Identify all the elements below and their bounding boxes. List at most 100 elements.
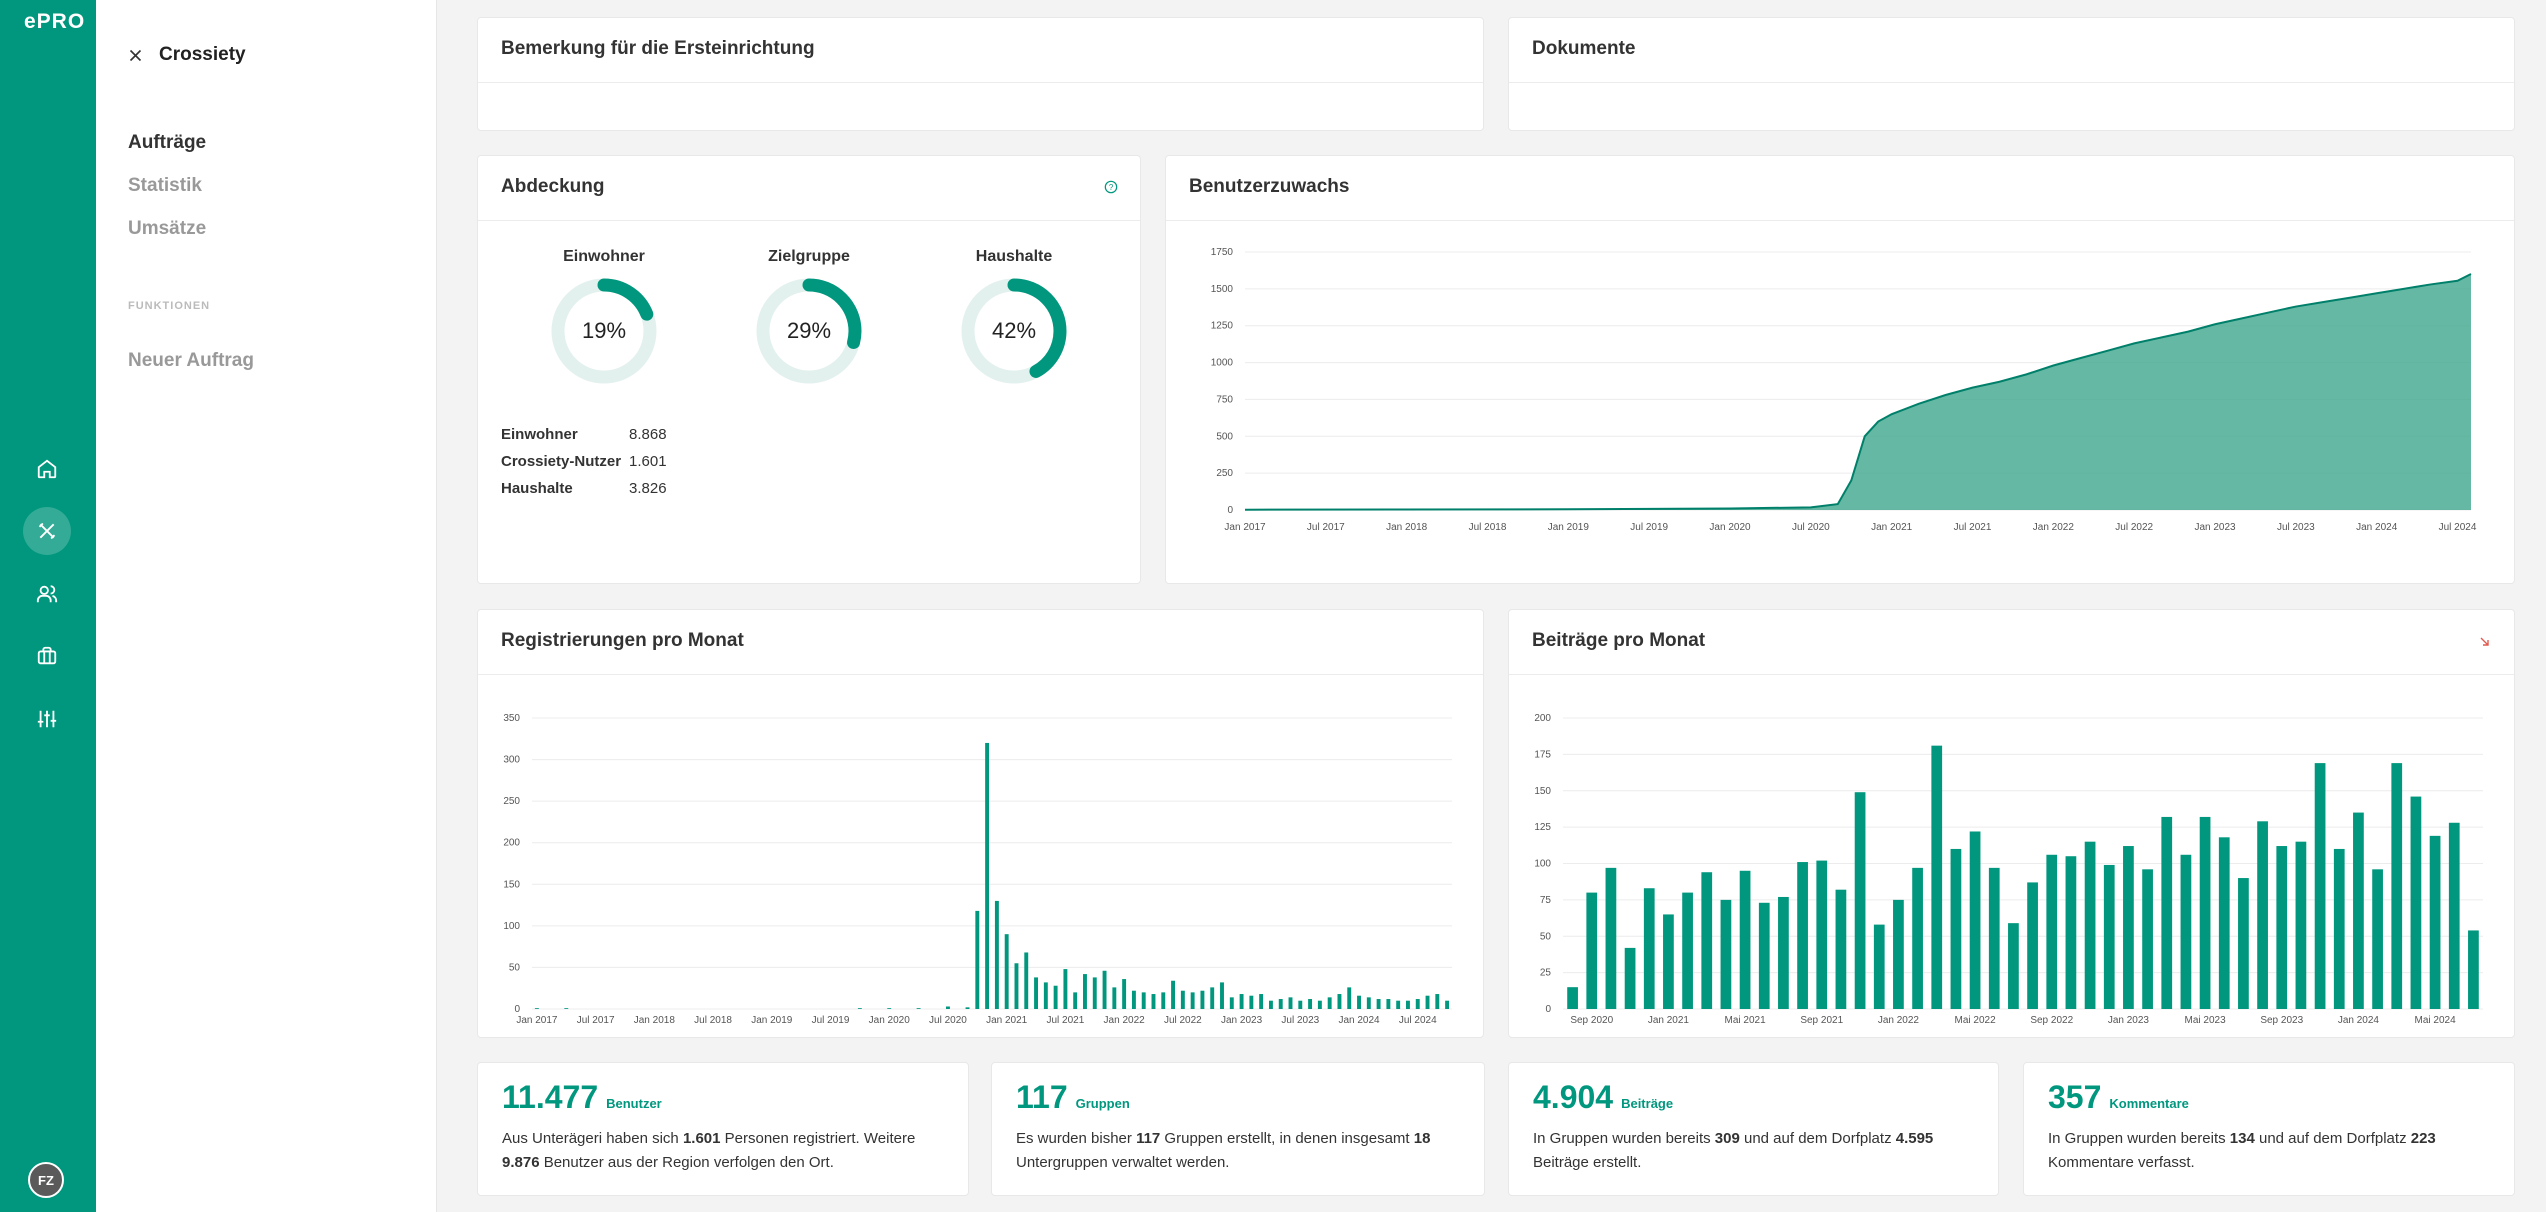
bar bbox=[1912, 867, 1923, 1009]
growth-title: Benutzerzuwachs bbox=[1189, 176, 1350, 197]
sliders-icon[interactable] bbox=[23, 695, 71, 743]
sidebar-item-statistik[interactable]: Statistik bbox=[128, 175, 202, 196]
bar bbox=[2218, 837, 2230, 1009]
bar bbox=[1758, 902, 1770, 1009]
remark-card: Bemerkung für die Ersteinrichtung bbox=[477, 17, 1484, 131]
bar bbox=[1816, 860, 1828, 1009]
bar bbox=[1308, 999, 1313, 1009]
bar bbox=[1624, 947, 1636, 1009]
user-avatar[interactable]: FZ bbox=[28, 1162, 64, 1198]
stat-row: Crossiety-Nutzer 1.601 bbox=[501, 453, 801, 473]
bar bbox=[1210, 987, 1215, 1009]
bar bbox=[2084, 841, 2096, 1009]
bar bbox=[1893, 899, 1904, 1009]
x-tick-label: Jan 2019 bbox=[1548, 522, 1590, 533]
bar bbox=[1200, 990, 1205, 1009]
x-tick-label: Jan 2019 bbox=[751, 1015, 793, 1026]
x-tick-label: Jul 2017 bbox=[577, 1015, 615, 1026]
bar bbox=[2468, 930, 2479, 1009]
x-tick-label: Jan 2021 bbox=[1871, 522, 1913, 533]
sidebar-item-neuer-auftrag[interactable]: Neuer Auftrag bbox=[128, 350, 254, 371]
stat-value: 3.826 bbox=[629, 480, 667, 497]
bar bbox=[1131, 990, 1136, 1009]
bar bbox=[1347, 987, 1352, 1009]
bar bbox=[1102, 970, 1107, 1009]
bar bbox=[1053, 985, 1058, 1009]
sidebar-title: Crossiety bbox=[159, 44, 246, 65]
bar bbox=[1014, 963, 1019, 1009]
help-icon[interactable]: ? bbox=[1104, 180, 1118, 194]
tools-icon[interactable] bbox=[23, 507, 71, 555]
y-tick-label: 100 bbox=[503, 921, 520, 932]
bar bbox=[2448, 822, 2460, 1009]
sidebar-item-auftraege[interactable]: Aufträge bbox=[128, 132, 207, 153]
bar bbox=[946, 1006, 950, 1009]
bar bbox=[1682, 892, 1693, 1009]
bar bbox=[2429, 835, 2441, 1009]
x-tick-label: Jan 2022 bbox=[1878, 1015, 1920, 1026]
stat-value: 1.601 bbox=[629, 453, 667, 470]
y-tick-label: 50 bbox=[1540, 931, 1552, 942]
home-icon[interactable] bbox=[23, 445, 71, 493]
kpi-description: Aus Unterägeri haben sich 1.601 Personen… bbox=[502, 1130, 916, 1171]
bar bbox=[1586, 892, 1598, 1009]
x-tick-label: Jul 2018 bbox=[694, 1015, 732, 1026]
bar bbox=[2257, 821, 2268, 1009]
kpi-card-groups: 117 Gruppen Es wurden bisher 117 Gruppen … bbox=[991, 1062, 1485, 1196]
y-tick-label: 300 bbox=[503, 755, 520, 766]
bar bbox=[1259, 994, 1264, 1009]
x-tick-label: Jan 2018 bbox=[634, 1015, 676, 1026]
kpi-unit: Gruppen bbox=[1075, 1096, 1130, 1111]
bar bbox=[1357, 995, 1361, 1009]
x-tick-label: Jul 2019 bbox=[812, 1015, 850, 1026]
bar bbox=[2103, 864, 2115, 1009]
coverage-card: Abdeckung ? Einwohner 19% Zielgruppe 29%… bbox=[477, 155, 1141, 584]
x-tick-label: Jan 2023 bbox=[2108, 1015, 2150, 1026]
briefcase-icon[interactable] bbox=[23, 632, 71, 680]
x-tick-label: Jan 2020 bbox=[869, 1015, 911, 1026]
bar bbox=[1083, 974, 1087, 1009]
y-tick-label: 0 bbox=[514, 1004, 520, 1015]
donut-label-einwohner: Einwohner bbox=[563, 248, 645, 265]
bar bbox=[1249, 995, 1254, 1009]
x-tick-label: Jul 2021 bbox=[1046, 1015, 1084, 1026]
app-rail: ePRO FZ bbox=[0, 0, 96, 1212]
documents-card: Dokumente bbox=[1508, 17, 2515, 131]
y-tick-label: 250 bbox=[1216, 468, 1233, 479]
remark-title: Bemerkung für die Ersteinrichtung bbox=[501, 38, 815, 59]
bar bbox=[1327, 997, 1332, 1009]
x-tick-label: Jul 2023 bbox=[2277, 522, 2315, 533]
y-tick-label: 750 bbox=[1216, 394, 1233, 405]
kpi-number: 4.904 bbox=[1533, 1079, 1614, 1115]
bar bbox=[1415, 999, 1420, 1009]
y-tick-label: 50 bbox=[509, 962, 521, 973]
bar bbox=[1112, 987, 1117, 1009]
donut-label-haushalte: Haushalte bbox=[975, 248, 1053, 265]
bar bbox=[1396, 1000, 1401, 1009]
growth-chart: 0 250 500 750 1000 1250 1500 1750 Jan 2017 Jul 20… bbox=[1211, 247, 2477, 533]
registrations-title: Registrierungen pro Monat bbox=[501, 630, 744, 651]
x-tick-label: Jan 2024 bbox=[1338, 1015, 1380, 1026]
bar bbox=[1161, 992, 1166, 1009]
divider bbox=[1509, 674, 2514, 675]
sidebar-item-umsaetze[interactable]: Umsätze bbox=[128, 218, 207, 239]
bar bbox=[1180, 990, 1185, 1009]
users-icon[interactable] bbox=[23, 570, 71, 618]
x-tick-label: Jul 2022 bbox=[2115, 522, 2153, 533]
trend-down-icon[interactable] bbox=[2480, 637, 2490, 647]
x-tick-label: Mai 2023 bbox=[2185, 1015, 2227, 1026]
bar bbox=[857, 1008, 862, 1009]
coverage-title: Abdeckung bbox=[501, 176, 605, 197]
x-tick-label: Jan 2017 bbox=[1224, 522, 1266, 533]
stat-row: Einwohner 8.868 bbox=[501, 426, 801, 446]
divider bbox=[478, 674, 1483, 675]
kpi-unit: Kommentare bbox=[2109, 1096, 2189, 1111]
bar bbox=[1873, 924, 1885, 1009]
donut-value: 29% bbox=[786, 318, 832, 343]
y-tick-label: 125 bbox=[1534, 822, 1551, 833]
bar bbox=[1969, 831, 1981, 1009]
sidebar-header: Crossiety bbox=[128, 44, 246, 66]
bar bbox=[1445, 1000, 1450, 1009]
x-tick-label: Jan 2021 bbox=[1648, 1015, 1690, 1026]
posts-chart: 0 25 50 75 100 125 150 175 200 Sep 2020 Jan 2021 Ma… bbox=[1534, 713, 2483, 1026]
